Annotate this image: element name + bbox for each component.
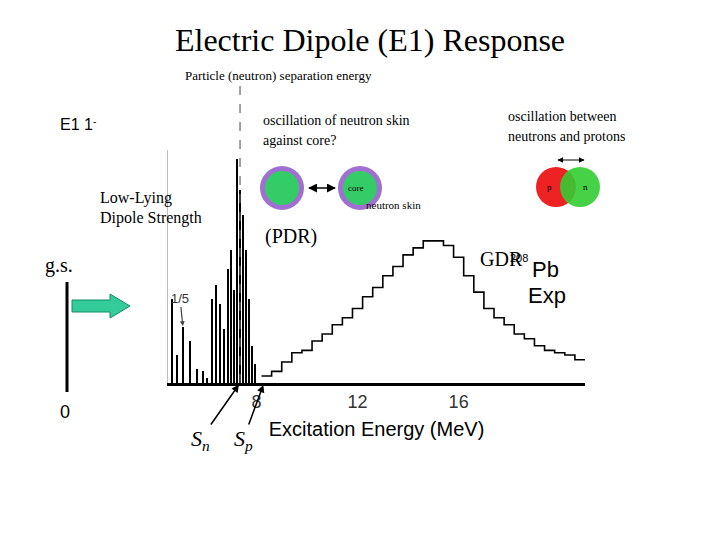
svg-text:208: 208 [510,252,528,264]
svg-text:p: p [547,182,552,192]
svg-text:core: core [348,183,364,193]
svg-text:Exp: Exp [528,283,566,308]
svg-text:neutron skin: neutron skin [366,199,421,211]
svg-text:(PDR): (PDR) [265,225,317,248]
svg-text:oscillation of neutron skin: oscillation of neutron skin [263,113,410,128]
svg-text:12: 12 [348,392,368,412]
svg-text:8: 8 [251,392,261,412]
svg-text:Low-Lying: Low-Lying [100,189,172,207]
svg-text:16: 16 [449,392,469,412]
svg-text:Particle (neutron) separation: Particle (neutron) separation energy [185,68,372,83]
svg-text:Excitation Energy (MeV): Excitation Energy (MeV) [269,418,485,440]
svg-text:S​p​: S​p​ [234,426,253,454]
svg-text:S​n​: S​n​ [191,426,210,454]
svg-text:Dipole Strength: Dipole Strength [100,209,202,227]
svg-text:GDR: GDR [480,248,523,270]
svg-text:oscillation between: oscillation between [508,109,616,124]
svg-text:against core?: against core? [263,133,336,148]
svg-text:0: 0 [60,402,70,422]
svg-text:neutrons and protons: neutrons and protons [508,129,625,144]
svg-text:1/5: 1/5 [171,291,189,306]
svg-text:Pb: Pb [532,257,559,282]
svg-text:Electric Dipole (E1) Response: Electric Dipole (E1) Response [175,22,565,58]
svg-text:n: n [583,182,588,192]
svg-text:E1 1-: E1 1- [60,116,96,134]
svg-text:g.s.: g.s. [45,254,73,277]
